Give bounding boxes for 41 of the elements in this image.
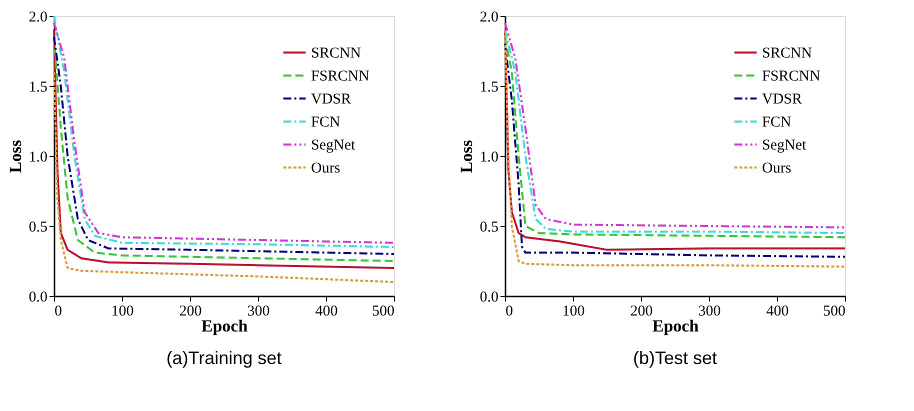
y-axis-title: Loss	[456, 140, 476, 174]
legend-label: VDSR	[311, 92, 352, 108]
text: (a)Training set	[166, 348, 282, 368]
x-tick-label: 0	[54, 304, 62, 320]
y-tick-label: 0.0	[28, 290, 48, 306]
x-tick-label: 100	[111, 304, 134, 320]
x-tick-label: 200	[630, 304, 653, 320]
x-axis-title: Epoch	[201, 316, 248, 336]
y-tick-label: 2.0	[28, 10, 48, 26]
x-tick-label: 300	[698, 304, 721, 320]
legend-label: SegNet	[311, 138, 356, 154]
y-tick-label: 0.5	[28, 220, 48, 236]
legend-label: SRCNN	[311, 46, 362, 62]
y-tick-label: 1.0	[480, 150, 498, 166]
legend-label: FCN	[311, 114, 340, 130]
y-axis-title: Loss	[6, 140, 25, 174]
legend-label: VDSR	[762, 92, 802, 108]
y-tick-label: 0.5	[480, 220, 498, 236]
x-tick-label: 200	[179, 304, 202, 320]
y-tick-label: 2.0	[480, 10, 498, 26]
legend-label: FSRCNN	[311, 68, 370, 84]
x-tick-label: 400	[315, 304, 338, 320]
line-series	[53, 71, 395, 283]
text: (b)Test set	[632, 348, 718, 368]
y-tick-label: 0.0	[480, 290, 498, 306]
legend-label: FCN	[762, 114, 792, 130]
legend-label: SegNet	[762, 138, 807, 154]
x-tick-label: 500	[372, 304, 394, 320]
x-tick-label: 500	[823, 304, 846, 320]
legend-label: Ours	[311, 160, 340, 176]
y-tick-label: 1.0	[28, 150, 48, 166]
y-tick-label: 1.5	[480, 80, 498, 96]
x-axis-title: Epoch	[652, 316, 700, 336]
x-tick-label: 0	[506, 304, 513, 320]
legend-label: SRCNN	[762, 46, 812, 62]
legend-label: Ours	[762, 160, 792, 176]
y-tick-label: 1.5	[28, 80, 48, 96]
legend-label: FSRCNN	[762, 68, 821, 84]
x-tick-label: 100	[562, 304, 585, 320]
x-tick-label: 400	[766, 304, 789, 320]
x-tick-label: 300	[247, 304, 270, 320]
